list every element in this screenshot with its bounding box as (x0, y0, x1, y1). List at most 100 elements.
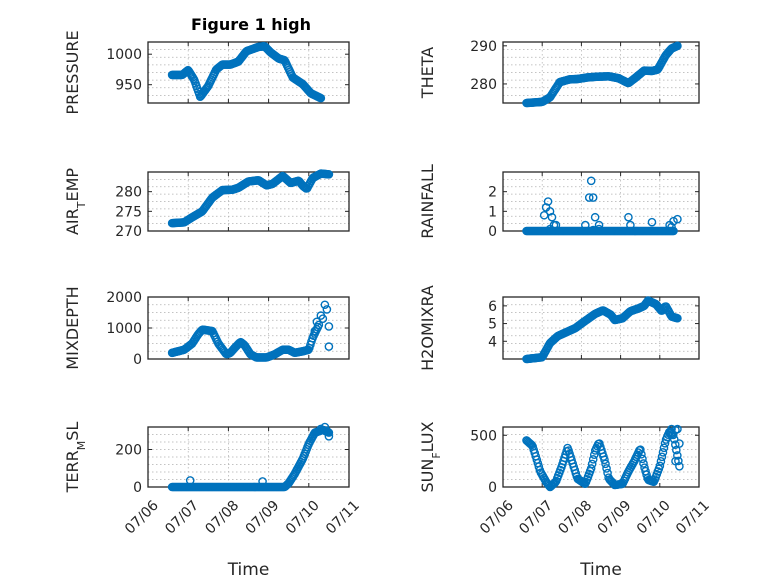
data-point (324, 170, 334, 179)
y-tick-label: 280 (470, 77, 497, 93)
data-point (594, 224, 604, 234)
data-point (185, 476, 195, 485)
data-point (258, 477, 267, 486)
data-point (667, 424, 676, 434)
y-label-rest: SL (63, 422, 82, 441)
data-point (322, 426, 332, 436)
data-point (669, 434, 679, 444)
data-point (656, 457, 666, 466)
data-point (624, 212, 633, 222)
y-tick-label: 0 (133, 480, 142, 496)
data-point (316, 93, 326, 103)
data-point (637, 449, 646, 459)
y-tick-label: 1 (488, 204, 497, 220)
data-point (320, 300, 330, 310)
y-tick-label: 2 (488, 185, 497, 201)
y-tick-label: 950 (115, 78, 142, 94)
data-point (675, 439, 684, 448)
data-point (671, 456, 680, 466)
data-point (673, 313, 682, 323)
data-point (324, 432, 334, 441)
subplot-mixdepth: 0 1000 2000 MIXDEPTH (63, 286, 350, 370)
data-point (586, 176, 596, 186)
data-point (587, 459, 597, 469)
data-point (551, 220, 561, 230)
subplot-theta: 280 290 THETA (418, 39, 700, 108)
data-point (667, 222, 676, 232)
data-point (670, 440, 680, 449)
data-point (673, 41, 682, 51)
data-point (636, 445, 645, 454)
x-axis-label: Time (227, 560, 270, 580)
data-point (550, 478, 560, 487)
y-tick-label: 200 (115, 443, 142, 459)
data-point (543, 197, 553, 206)
y-tick-label: 270 (115, 224, 142, 240)
data-point (584, 193, 594, 202)
y-tick-label: 1000 (106, 47, 142, 63)
data-point (639, 459, 648, 468)
data-point (602, 464, 611, 473)
data-point (594, 220, 604, 230)
data-point (590, 212, 600, 222)
data-point (659, 443, 669, 453)
y-label-rest: EMP (63, 168, 82, 202)
data-point (668, 430, 678, 440)
data-point (322, 305, 332, 314)
subplot-rainfall: 0 1 2 RAINFALL (418, 164, 700, 240)
y-axis-label-text: PRESSURE (63, 30, 82, 114)
data-point (586, 464, 596, 473)
data-point (601, 459, 610, 469)
y-tick-label: 275 (115, 204, 142, 220)
subplot-h2omixra: 45 6 H2OMIXRA (418, 285, 700, 371)
y-label-subscript: F (430, 452, 443, 458)
y-axis-label: THETA (418, 47, 437, 99)
y-tick-label: 0 (133, 352, 142, 368)
data-point (324, 342, 334, 351)
data-point (657, 452, 667, 462)
data-point (638, 454, 647, 464)
data-point (318, 314, 328, 324)
y-label-rest: LUX (418, 421, 437, 452)
data-point (626, 220, 635, 230)
subplot-pressure: 950 1000 PRESSURE (63, 30, 350, 115)
y-axis-label: H2OMIXRA (418, 285, 437, 371)
y-tick-label: 4 (488, 334, 497, 350)
data-point (673, 424, 682, 434)
data-point (647, 217, 657, 227)
y-tick-label: 6 (488, 299, 497, 315)
y-axis-label-text: MIXDEPTH (63, 286, 82, 369)
data-point (588, 455, 598, 464)
data-point (539, 210, 549, 220)
data-point (673, 214, 682, 224)
y-tick-label: 500 (470, 428, 497, 444)
data-point (310, 326, 320, 336)
data-point (588, 193, 598, 202)
x-axis-label: Time (579, 560, 622, 580)
y-axis-label-text: H2OMIXRA (418, 285, 437, 371)
axes-frame (502, 41, 700, 104)
data-point (324, 322, 334, 331)
data-point (673, 451, 682, 460)
data-point (547, 212, 557, 222)
data-point (545, 207, 555, 216)
data-point (581, 220, 590, 230)
data-point (588, 225, 598, 235)
data-point (658, 448, 668, 457)
y-tick-label: 2000 (106, 290, 142, 306)
y-axis-label: MIXDEPTH (63, 286, 82, 369)
data-point (324, 428, 334, 437)
y-tick-label: 5 (488, 317, 497, 333)
y-tick-label: 290 (470, 39, 497, 55)
y-axis-label: RAINFALL (418, 164, 437, 239)
data-point (600, 455, 609, 465)
data-point (655, 461, 665, 471)
data-point (527, 440, 536, 450)
axes-frame (147, 171, 350, 232)
data-point (674, 456, 683, 466)
y-tick-label: 0 (488, 224, 497, 240)
y-tick-label: 0 (488, 480, 497, 496)
axes-frame (147, 41, 350, 104)
